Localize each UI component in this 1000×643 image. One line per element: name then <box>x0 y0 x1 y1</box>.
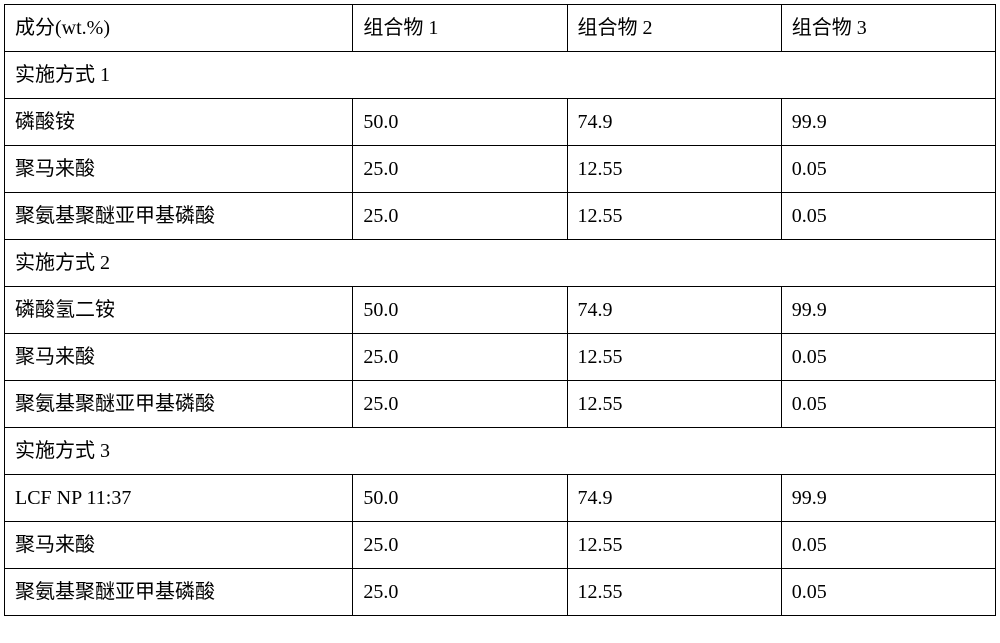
table-body: 成分(wt.%) 组合物 1 组合物 2 组合物 3 实施方式 1 磷酸铵 50… <box>5 5 996 616</box>
section-header-row: 实施方式 3 <box>5 428 996 475</box>
cell-value: 0.05 <box>781 569 995 616</box>
cell-value: 25.0 <box>353 569 567 616</box>
cell-value: 50.0 <box>353 287 567 334</box>
table-row: 聚氨基聚醚亚甲基磷酸 25.0 12.55 0.05 <box>5 381 996 428</box>
cell-value: 12.55 <box>567 334 781 381</box>
composition-table: 成分(wt.%) 组合物 1 组合物 2 组合物 3 实施方式 1 磷酸铵 50… <box>4 4 996 616</box>
row-label: 聚马来酸 <box>5 522 353 569</box>
row-label: 聚氨基聚醚亚甲基磷酸 <box>5 569 353 616</box>
cell-value: 25.0 <box>353 381 567 428</box>
section-header-row: 实施方式 1 <box>5 52 996 99</box>
table-row: 磷酸氢二铵 50.0 74.9 99.9 <box>5 287 996 334</box>
row-label: 磷酸铵 <box>5 99 353 146</box>
cell-value: 50.0 <box>353 99 567 146</box>
cell-value: 25.0 <box>353 193 567 240</box>
cell-value: 99.9 <box>781 99 995 146</box>
section-title: 实施方式 3 <box>5 428 996 475</box>
cell-value: 0.05 <box>781 334 995 381</box>
row-label: LCF NP 11:37 <box>5 475 353 522</box>
row-label: 聚氨基聚醚亚甲基磷酸 <box>5 193 353 240</box>
table-row: 磷酸铵 50.0 74.9 99.9 <box>5 99 996 146</box>
header-col2: 组合物 2 <box>567 5 781 52</box>
cell-value: 12.55 <box>567 146 781 193</box>
row-label: 聚马来酸 <box>5 146 353 193</box>
cell-value: 99.9 <box>781 287 995 334</box>
header-col3: 组合物 3 <box>781 5 995 52</box>
header-label: 成分(wt.%) <box>5 5 353 52</box>
cell-value: 12.55 <box>567 569 781 616</box>
cell-value: 12.55 <box>567 522 781 569</box>
table-row: 聚马来酸 25.0 12.55 0.05 <box>5 146 996 193</box>
cell-value: 74.9 <box>567 475 781 522</box>
cell-value: 50.0 <box>353 475 567 522</box>
table-row: 聚马来酸 25.0 12.55 0.05 <box>5 522 996 569</box>
cell-value: 0.05 <box>781 522 995 569</box>
section-header-row: 实施方式 2 <box>5 240 996 287</box>
cell-value: 25.0 <box>353 334 567 381</box>
table-header-row: 成分(wt.%) 组合物 1 组合物 2 组合物 3 <box>5 5 996 52</box>
cell-value: 74.9 <box>567 287 781 334</box>
table-row: LCF NP 11:37 50.0 74.9 99.9 <box>5 475 996 522</box>
header-col1: 组合物 1 <box>353 5 567 52</box>
table-row: 聚马来酸 25.0 12.55 0.05 <box>5 334 996 381</box>
cell-value: 25.0 <box>353 146 567 193</box>
cell-value: 0.05 <box>781 193 995 240</box>
table-row: 聚氨基聚醚亚甲基磷酸 25.0 12.55 0.05 <box>5 569 996 616</box>
cell-value: 25.0 <box>353 522 567 569</box>
table-row: 聚氨基聚醚亚甲基磷酸 25.0 12.55 0.05 <box>5 193 996 240</box>
section-title: 实施方式 2 <box>5 240 996 287</box>
row-label: 聚马来酸 <box>5 334 353 381</box>
row-label: 磷酸氢二铵 <box>5 287 353 334</box>
section-title: 实施方式 1 <box>5 52 996 99</box>
cell-value: 74.9 <box>567 99 781 146</box>
row-label: 聚氨基聚醚亚甲基磷酸 <box>5 381 353 428</box>
cell-value: 0.05 <box>781 381 995 428</box>
cell-value: 99.9 <box>781 475 995 522</box>
cell-value: 0.05 <box>781 146 995 193</box>
cell-value: 12.55 <box>567 193 781 240</box>
cell-value: 12.55 <box>567 381 781 428</box>
